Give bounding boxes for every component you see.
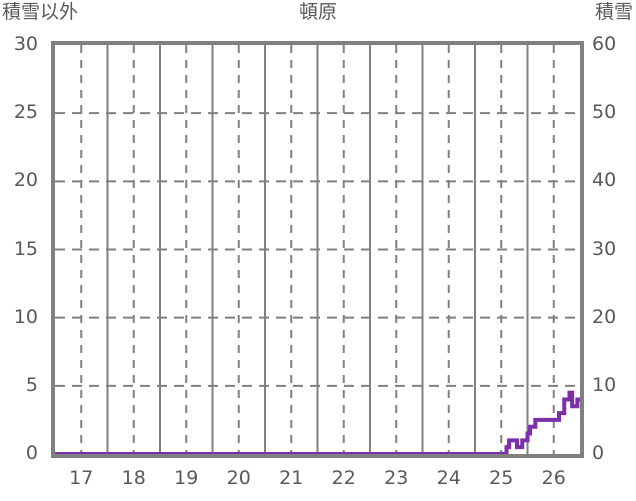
x-axis-tick-17: 17 (69, 467, 94, 489)
x-axis-tick-25: 25 (489, 467, 514, 489)
x-axis-tick-26: 26 (541, 467, 566, 489)
horizontal-gridlines (55, 112, 580, 387)
y-axis-left-tick-10: 10 (13, 305, 38, 328)
y-axis-left-tick-0: 0 (25, 442, 38, 464)
x-axis-tick-22: 22 (331, 467, 356, 489)
series-line-snow-depth (55, 390, 580, 454)
y-axis-left-tick-15: 15 (13, 237, 38, 260)
y-axis-right-tick-10: 10 (592, 373, 617, 396)
plot-area (51, 41, 584, 458)
chart-title: 頓原 (298, 1, 337, 23)
y-axis-right-tick-60: 60 (592, 33, 617, 55)
y-axis-left-tick-5: 5 (25, 373, 38, 396)
x-axis-tick-24: 24 (436, 467, 461, 489)
y-axis-right-tick-0: 0 (592, 442, 605, 464)
x-axis-tick-23: 23 (384, 467, 409, 489)
y-axis-left-tick-20: 20 (13, 169, 38, 192)
left-axis-title: 積雪以外 (2, 1, 79, 23)
y-axis-right-tick-50: 50 (592, 101, 617, 124)
x-axis-tick-18: 18 (121, 467, 146, 489)
x-axis-tick-19: 19 (174, 467, 199, 489)
y-axis-right-tick-40: 40 (592, 169, 617, 192)
y-axis-right-tick-30: 30 (592, 237, 617, 260)
x-axis-tick-21: 21 (279, 467, 304, 489)
y-axis-left-tick-30: 30 (13, 33, 38, 55)
y-axis-right-tick-20: 20 (592, 305, 617, 328)
right-axis-title: 積雪 (594, 1, 633, 23)
y-axis-left-tick-25: 25 (13, 101, 38, 124)
plot-svg (55, 45, 580, 454)
x-axis-tick-20: 20 (226, 467, 251, 489)
